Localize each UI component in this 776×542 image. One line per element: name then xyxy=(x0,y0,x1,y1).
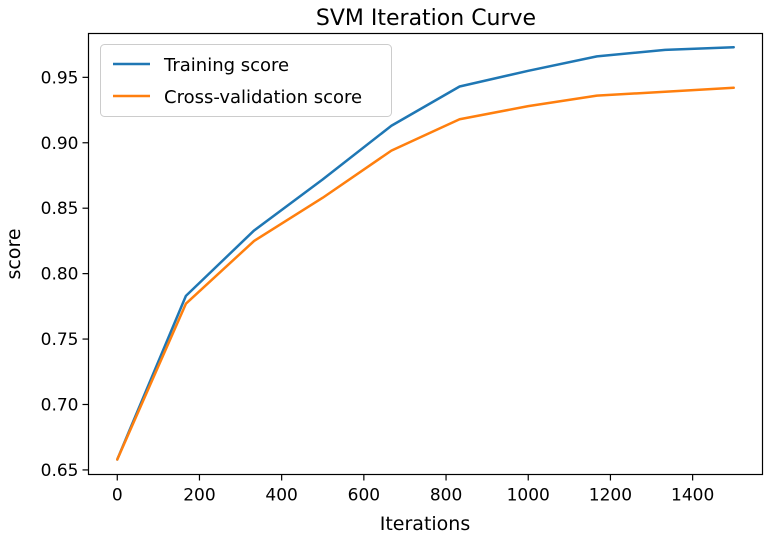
legend-box xyxy=(100,44,392,117)
y-axis-label: score xyxy=(3,228,25,279)
x-tick-label: 1400 xyxy=(671,486,714,506)
y-axis: 0.65 0.70 0.75 0.80 0.85 0.90 0.95 xyxy=(41,68,89,481)
y-tick-label: 0.95 xyxy=(41,68,79,88)
x-axis: 0 200 400 600 800 1000 1200 1400 xyxy=(112,474,714,506)
series-line-cross-validation-score xyxy=(116,86,735,461)
x-tick-label: 600 xyxy=(348,486,380,506)
plot-frame xyxy=(87,32,764,476)
chart-title: SVM Iteration Curve xyxy=(316,6,536,31)
series-line-training-score xyxy=(116,45,735,461)
x-tick-label: 1200 xyxy=(589,486,632,506)
y-tick-label: 0.65 xyxy=(41,461,79,481)
plot-series xyxy=(116,45,735,461)
y-tick-label: 0.70 xyxy=(41,395,79,415)
y-tick-label: 0.80 xyxy=(41,265,79,285)
legend-label-cross-validation-score: Cross-validation score xyxy=(164,87,362,108)
x-tick-label: 800 xyxy=(430,486,462,506)
legend-label-training-score: Training score xyxy=(163,55,289,76)
x-axis-label: Iterations xyxy=(380,513,471,535)
x-tick-label: 1000 xyxy=(507,486,550,506)
x-tick-label: 0 xyxy=(112,486,123,506)
y-tick-label: 0.90 xyxy=(41,134,79,154)
y-tick-label: 0.75 xyxy=(41,330,79,350)
legend: Training score Cross-validation score xyxy=(100,44,392,117)
x-tick-label: 400 xyxy=(265,486,297,506)
y-tick-label: 0.85 xyxy=(41,199,79,219)
x-tick-label: 200 xyxy=(183,486,215,506)
